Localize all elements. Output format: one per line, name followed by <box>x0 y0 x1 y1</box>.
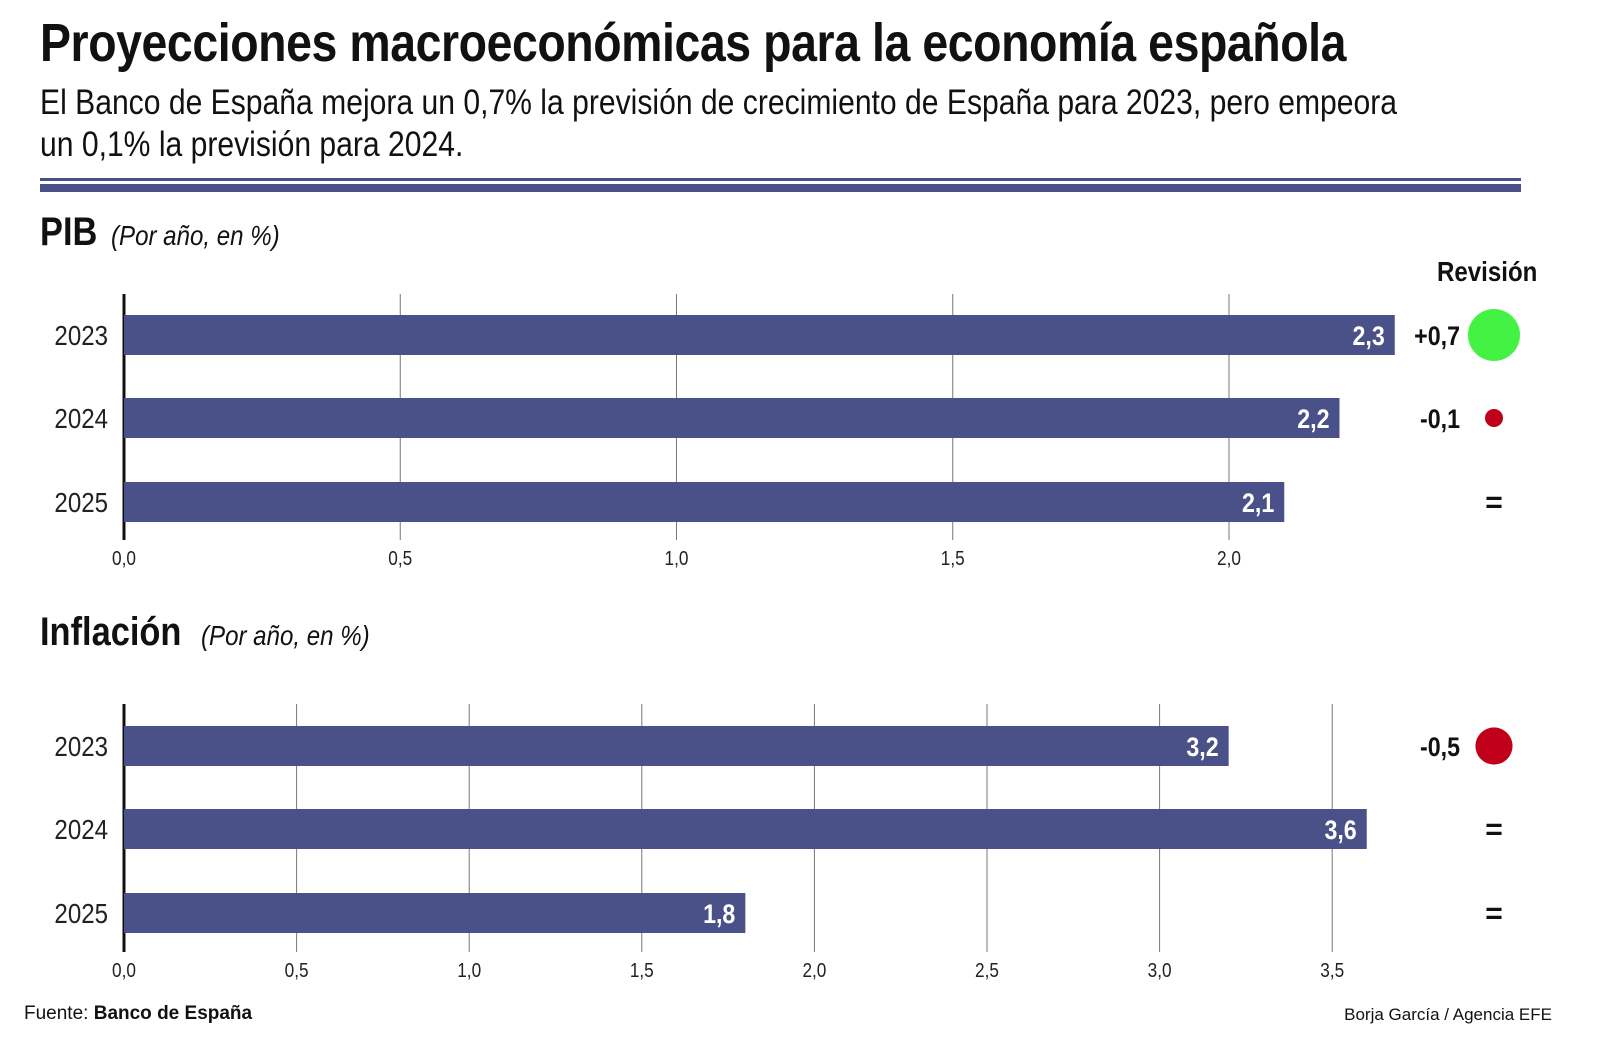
pib-unit-note: (Por año, en %) <box>111 220 280 251</box>
x-tick-label: 0,5 <box>388 547 412 570</box>
category-label: 2023 <box>54 730 108 762</box>
data-label: 2,2 <box>1297 404 1329 434</box>
bar-2023 <box>124 726 1229 766</box>
source-prefix: Fuente: <box>24 1003 89 1024</box>
revision-equal: = <box>1485 897 1503 930</box>
revision-equal: = <box>1485 813 1503 846</box>
bar-2025 <box>124 893 746 933</box>
x-tick-label: 1,5 <box>941 547 965 570</box>
revision-header: Revisión <box>1437 256 1538 287</box>
subtitle: El Banco de España mejora un 0,7% la pre… <box>40 83 1398 164</box>
page-title: Proyecciones macroeconómicas para la eco… <box>40 13 1347 73</box>
x-tick-label: 1,0 <box>665 547 689 570</box>
revision-bubble <box>1468 309 1520 361</box>
source-note: Fuente: Banco de España <box>24 1003 252 1025</box>
x-tick-label: 2,0 <box>802 959 826 982</box>
credit: Borja García / Agencia EFE <box>1344 1005 1552 1024</box>
bar-2024 <box>124 398 1340 438</box>
inflation-section-title: Inflación <box>40 610 182 654</box>
inflation-unit-note: (Por año, en %) <box>201 620 370 651</box>
divider-thin <box>40 178 1521 181</box>
category-label: 2025 <box>54 486 108 518</box>
x-tick-label: 0,0 <box>112 959 136 982</box>
x-tick-label: 3,0 <box>1148 959 1172 982</box>
revision-value: -0,1 <box>1420 404 1460 434</box>
bar-2025 <box>124 482 1285 522</box>
x-tick-label: 1,0 <box>457 959 481 982</box>
category-label: 2025 <box>54 897 108 929</box>
data-label: 3,6 <box>1324 815 1356 845</box>
revision-bubble <box>1485 409 1503 427</box>
pib-section-title: PIB <box>40 210 98 254</box>
x-tick-label: 3,5 <box>1320 959 1344 982</box>
pib-chart: 0,0 0,5 1,0 1,5 2,0 2,3 2023 +0,7 2,2 2024 -0,1 2,1… <box>54 294 1520 569</box>
category-label: 2024 <box>54 813 108 845</box>
category-label: 2023 <box>54 319 108 351</box>
x-tick-label: 2,0 <box>1217 547 1241 570</box>
category-label: 2024 <box>54 402 108 434</box>
x-tick-label: 2,5 <box>975 959 999 982</box>
bar-2023 <box>124 315 1395 355</box>
bar-2024 <box>124 809 1367 849</box>
revision-value: -0,5 <box>1420 732 1460 762</box>
revision-value: +0,7 <box>1414 321 1460 351</box>
x-tick-label: 1,5 <box>630 959 654 982</box>
data-label: 1,8 <box>703 899 735 929</box>
inflation-chart: 0,0 0,5 1,0 1,5 2,0 2,5 3,0 3,5 3,2 2023 -0,5 3,6 20… <box>54 704 1513 982</box>
x-tick-label: 0,0 <box>112 547 136 570</box>
source-name: Banco de España <box>93 1003 253 1024</box>
revision-equal: = <box>1485 486 1503 519</box>
data-label: 2,3 <box>1352 321 1384 351</box>
x-tick-label: 0,5 <box>285 959 309 982</box>
revision-bubble <box>1475 727 1513 765</box>
data-label: 2,1 <box>1242 488 1274 518</box>
data-label: 3,2 <box>1186 732 1218 762</box>
divider-thick <box>40 184 1521 192</box>
